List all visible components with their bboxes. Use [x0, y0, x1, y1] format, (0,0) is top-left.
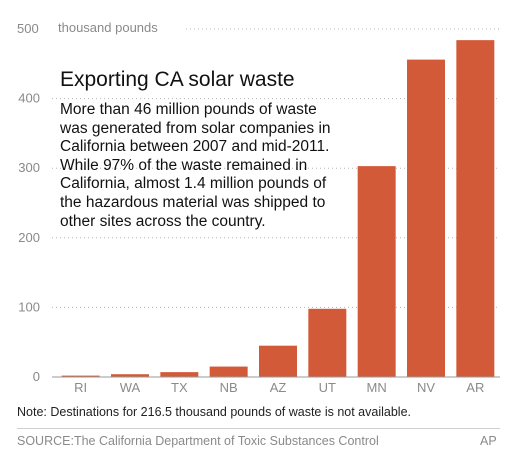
- bar-mn: [357, 166, 396, 377]
- x-tick-label: NV: [417, 380, 435, 395]
- chart-title: Exporting CA solar waste: [60, 68, 295, 91]
- chart-note: Note: Destinations for 216.5 thousand po…: [17, 405, 412, 419]
- source-credit: SOURCE:The California Department of Toxi…: [17, 434, 379, 448]
- footer-divider: [17, 428, 500, 429]
- bar-az: [259, 345, 297, 377]
- bar-ri: [61, 375, 100, 377]
- x-tick-label: AR: [466, 380, 484, 395]
- gridlines: [52, 28, 500, 308]
- y-axis-unit-label: thousand pounds: [58, 20, 158, 35]
- agency-credit: AP: [480, 434, 497, 448]
- bar-ut: [308, 308, 347, 377]
- x-tick-label: WA: [120, 380, 141, 395]
- y-tick-label: 500: [17, 21, 39, 36]
- y-tick-label: 400: [18, 91, 40, 106]
- x-tick-label: RI: [74, 380, 87, 395]
- chart-description: More than 46 million pounds of waste was…: [60, 101, 331, 230]
- y-tick-label: 200: [18, 230, 40, 245]
- x-axis-labels: RI WA TX NB AZ UT MN NV AR: [74, 380, 484, 395]
- bar-nv: [407, 59, 445, 378]
- bar-wa: [111, 374, 149, 377]
- bar-ar: [456, 40, 495, 378]
- x-tick-label: MN: [367, 380, 387, 395]
- bars: [61, 40, 495, 378]
- x-tick-label: NB: [220, 380, 238, 395]
- x-tick-label: TX: [171, 380, 188, 395]
- y-tick-label: 100: [18, 299, 40, 314]
- y-tick-label: 0: [33, 369, 40, 384]
- x-tick-label: UT: [319, 380, 336, 395]
- bar-nb: [209, 366, 248, 377]
- x-tick-label: AZ: [270, 380, 287, 395]
- bar-tx: [160, 372, 199, 377]
- y-tick-label: 300: [18, 160, 40, 175]
- y-axis-ticks: 0 100 200 300 400 500: [17, 21, 40, 384]
